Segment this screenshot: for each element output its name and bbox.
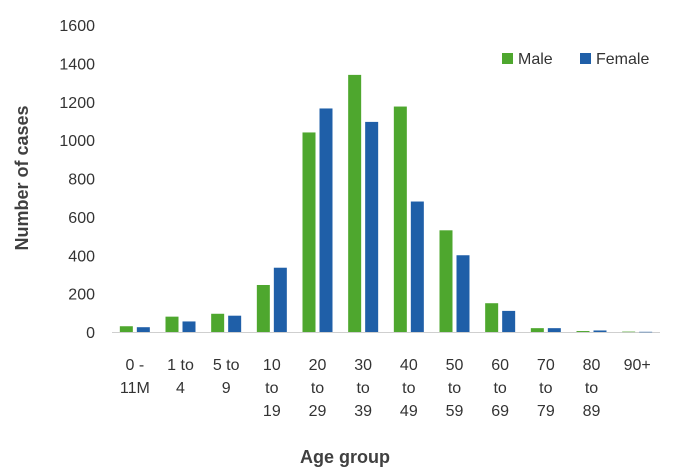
x-tick-label: 40 <box>400 357 418 374</box>
bar-male <box>622 331 636 333</box>
bar-male <box>485 303 499 332</box>
y-tick-label: 0 <box>86 325 95 342</box>
bar-male <box>348 74 362 332</box>
x-tick-label: 5 to <box>213 357 240 374</box>
x-tick-label: 30 <box>354 357 372 374</box>
bar-male <box>439 230 453 332</box>
y-tick-label: 400 <box>68 248 95 265</box>
bar-male <box>576 331 590 332</box>
bar-female <box>639 331 653 333</box>
bar-female <box>319 108 333 332</box>
x-tick-label: 29 <box>309 403 327 420</box>
bar-female <box>136 327 150 332</box>
x-tick-label: 69 <box>491 403 509 420</box>
x-tick-label: to <box>311 380 324 397</box>
bar-female <box>273 267 287 332</box>
x-tick-label: 39 <box>354 403 372 420</box>
bar-male <box>211 313 225 332</box>
x-tick-label: 70 <box>537 357 555 374</box>
bar-male <box>302 132 316 332</box>
x-tick-label: 9 <box>222 380 231 397</box>
bar-male <box>119 326 133 332</box>
x-tick-label: 79 <box>537 403 555 420</box>
bar-female <box>228 315 242 332</box>
bar-male <box>256 284 270 332</box>
x-tick-label: to <box>493 380 506 397</box>
x-tick-label: to <box>402 380 415 397</box>
x-tick-label: 80 <box>583 357 601 374</box>
y-tick-label: 1400 <box>59 56 95 73</box>
bar-male <box>530 328 544 332</box>
bar-female <box>365 121 379 332</box>
x-tick-label: 11M <box>120 380 150 397</box>
x-tick-label: to <box>448 380 461 397</box>
bar-female <box>502 310 516 332</box>
bar-male <box>393 106 407 332</box>
y-tick-label: 1200 <box>59 95 95 112</box>
x-tick-label: 50 <box>446 357 464 374</box>
legend-swatch-female <box>580 53 591 64</box>
bar-female <box>456 255 470 332</box>
x-axis-title: Age group <box>300 447 390 467</box>
y-tick-label: 800 <box>68 172 95 189</box>
y-tick-label: 600 <box>68 210 95 227</box>
x-tick-label: 60 <box>491 357 509 374</box>
x-tick-label: 20 <box>309 357 327 374</box>
x-tick-label: 10 <box>263 357 281 374</box>
x-tick-label: 4 <box>176 380 185 397</box>
bar-male <box>165 316 179 332</box>
x-tick-label: to <box>356 380 369 397</box>
y-axis-title: Number of cases <box>12 105 32 250</box>
x-tick-label: 0 - <box>125 357 144 374</box>
legend-label-male: Male <box>518 51 553 68</box>
x-tick-label: 89 <box>583 403 601 420</box>
y-tick-label: 200 <box>68 287 95 304</box>
bar-female <box>410 201 424 332</box>
x-tick-label: to <box>265 380 278 397</box>
y-tick-label: 1000 <box>59 133 95 150</box>
x-tick-label: 1 to <box>167 357 194 374</box>
x-tick-label: 90+ <box>624 357 651 374</box>
bar-female <box>182 321 196 332</box>
bar-female <box>547 328 561 332</box>
legend-swatch-male <box>502 53 513 64</box>
y-tick-label: 1600 <box>59 18 95 35</box>
legend-label-female: Female <box>596 51 649 68</box>
x-tick-label: 59 <box>446 403 464 420</box>
x-tick-label: 49 <box>400 403 418 420</box>
x-tick-label: to <box>539 380 552 397</box>
bar-female <box>593 330 607 332</box>
x-tick-label: to <box>585 380 598 397</box>
x-tick-label: 19 <box>263 403 281 420</box>
